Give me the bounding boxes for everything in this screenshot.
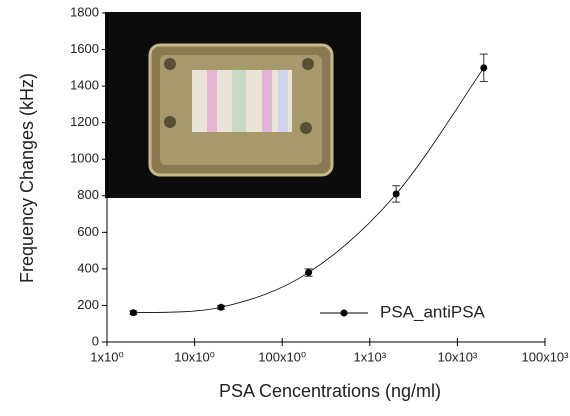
data-point bbox=[305, 269, 313, 277]
data-point bbox=[392, 190, 400, 198]
fit-line bbox=[133, 67, 485, 314]
y-tick-label: 1600 bbox=[70, 41, 99, 56]
y-tick-label: 1000 bbox=[70, 151, 99, 166]
x-axis-title: PSA Cencentrations (ng/ml) bbox=[219, 381, 441, 401]
inset-photo bbox=[105, 12, 361, 198]
x-tick-label: 1x10⁰ bbox=[90, 349, 123, 364]
y-tick-label: 200 bbox=[77, 297, 99, 312]
x-tick-label: 10x10³ bbox=[438, 349, 478, 364]
x-tick-label: 1x10³ bbox=[354, 349, 387, 364]
y-tick-label: 1200 bbox=[70, 114, 99, 129]
data-point bbox=[480, 64, 488, 72]
y-tick-label: 400 bbox=[77, 260, 99, 275]
y-tick-label: 600 bbox=[77, 224, 99, 239]
legend-text: PSA_antiPSA bbox=[380, 302, 486, 321]
x-tick-label: 100x10³ bbox=[522, 349, 570, 364]
x-tick-label: 100x10⁰ bbox=[258, 349, 306, 364]
x-tick-label: 10x10⁰ bbox=[174, 349, 215, 364]
y-tick-label: 1400 bbox=[70, 78, 99, 93]
y-tick-label: 0 bbox=[92, 333, 99, 348]
data-point bbox=[217, 303, 225, 311]
data-point bbox=[129, 309, 137, 317]
legend-marker bbox=[340, 309, 348, 317]
y-tick-label: 800 bbox=[77, 187, 99, 202]
y-axis-title: Frequency Changes (kHz) bbox=[17, 73, 37, 283]
y-tick-label: 1800 bbox=[70, 4, 99, 19]
